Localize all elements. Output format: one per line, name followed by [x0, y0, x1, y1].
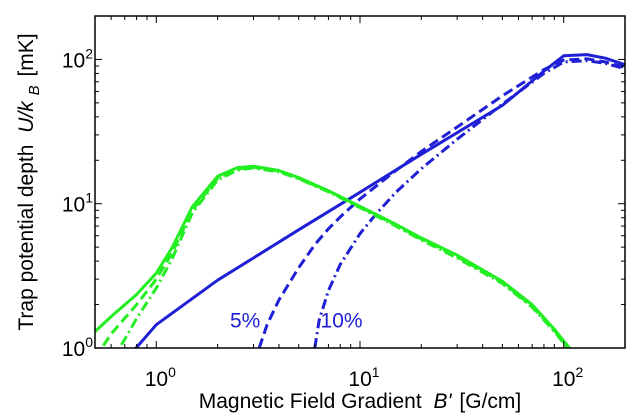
annotations-layer: 5% 10%	[230, 310, 363, 333]
annotation-label: 10%	[321, 310, 363, 333]
y-axis-title-subscript: B	[26, 85, 43, 95]
x-axis-title-unit: [G/cm]	[459, 390, 521, 413]
y-tick-label: 102	[62, 45, 93, 72]
series-line-1	[134, 53, 625, 348]
series-line-3	[313, 59, 625, 348]
y-axis-title-unit: [mK]	[15, 33, 38, 76]
x-tick-label: 100	[145, 364, 176, 391]
y-axis-title-text: Trap potential depth	[15, 145, 38, 331]
series-line-2	[257, 57, 625, 348]
x-axis-title-variable: B'	[434, 390, 453, 413]
x-tick-label: 102	[552, 364, 583, 391]
y-tick-label: 100	[62, 334, 93, 361]
y-tick-label: 101	[62, 190, 93, 217]
annotation-label: 5%	[230, 310, 260, 333]
series-layer	[95, 53, 625, 348]
ticks-layer: 100 101 102 100 101 102	[62, 15, 626, 391]
x-axis-title-text: Magnetic Field Gradient	[199, 390, 422, 413]
y-axis-title: Trap potential depth U/k B [mK]	[15, 33, 44, 330]
x-axis-title: Magnetic Field Gradient B' [G/cm]	[199, 390, 522, 413]
y-axis-title-variable: U/k	[15, 100, 38, 133]
series-line-5	[99, 165, 571, 348]
x-tick-label: 101	[348, 364, 379, 391]
plot-frame	[94, 15, 626, 349]
